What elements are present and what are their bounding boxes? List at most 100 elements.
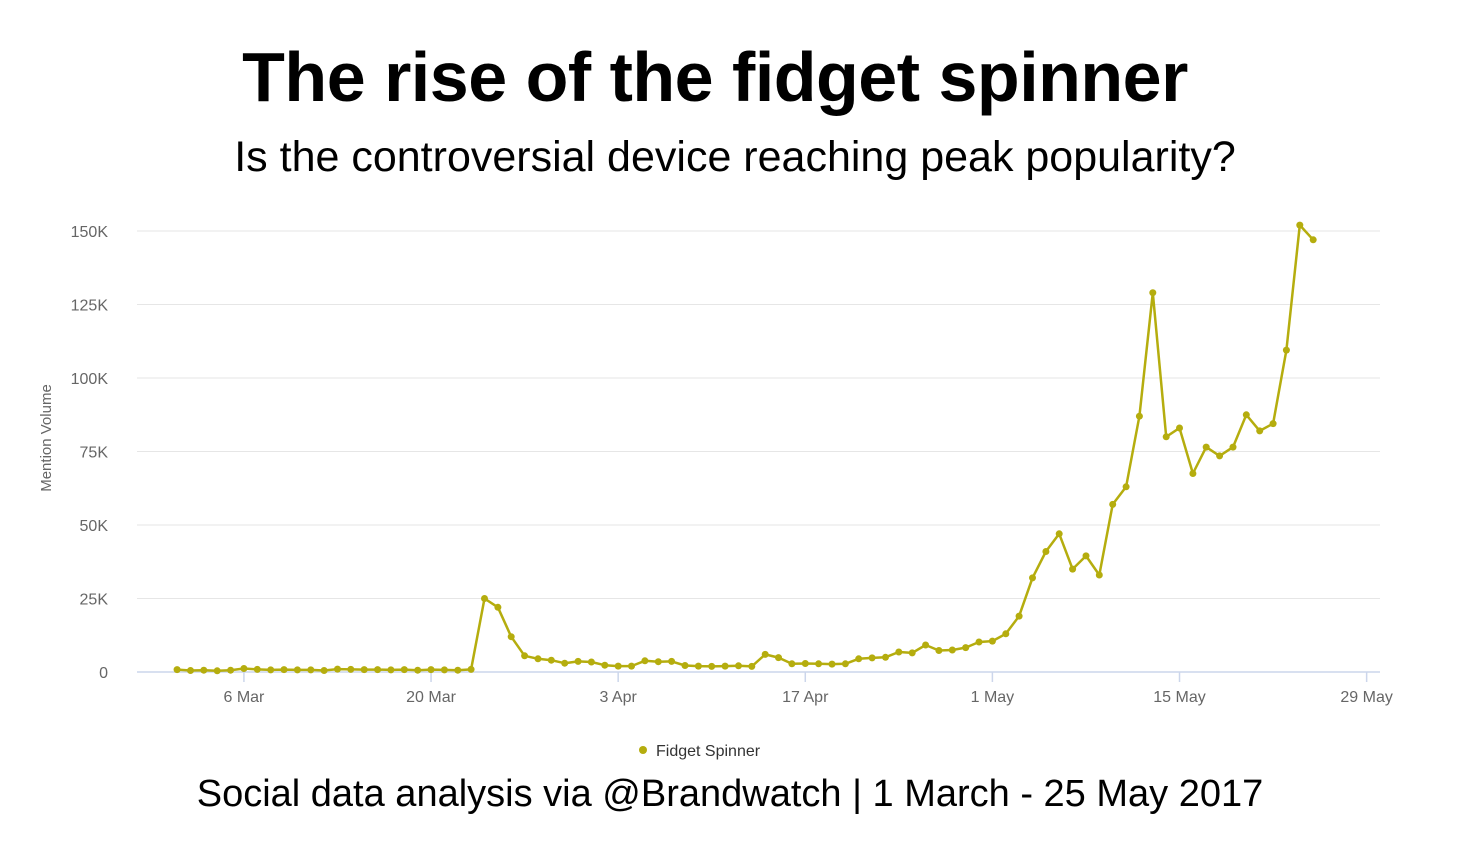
data-point (654, 658, 662, 666)
data-point (200, 666, 208, 674)
data-point (574, 657, 582, 665)
data-point (868, 654, 876, 662)
data-point (841, 660, 849, 668)
legend[interactable]: Fidget Spinner (639, 743, 761, 760)
data-point (948, 646, 956, 654)
x-tick-label: 20 Mar (406, 689, 456, 706)
data-point (721, 662, 729, 670)
data-point (587, 658, 595, 666)
data-point (1202, 443, 1210, 451)
data-point (521, 652, 529, 660)
data-point (360, 666, 368, 674)
data-point (882, 653, 889, 661)
data-point (213, 667, 221, 675)
data-point (481, 595, 488, 602)
data-point (962, 644, 970, 652)
data-point (187, 667, 194, 674)
data-point (1069, 565, 1077, 573)
data-point (641, 657, 649, 665)
data-point (908, 649, 916, 657)
data-point (561, 659, 569, 667)
y-axis-title: Mention Volume (38, 384, 55, 492)
data-point (547, 656, 555, 664)
data-point (775, 654, 782, 662)
data-point (1216, 452, 1224, 460)
data-point (293, 666, 301, 674)
data-point (922, 641, 930, 649)
data-point (1162, 433, 1170, 441)
source-footer: Social data analysis via @Brandwatch | 1… (196, 773, 1264, 815)
data-point (1029, 574, 1036, 582)
data-point (534, 655, 542, 663)
x-tick-label: 3 Apr (599, 689, 637, 706)
data-point (1055, 530, 1063, 538)
data-point (1242, 411, 1250, 419)
data-point (1042, 548, 1050, 555)
data-point (1015, 612, 1023, 620)
legend-marker (639, 746, 647, 754)
data-point (1109, 500, 1117, 508)
data-point (1296, 221, 1304, 229)
data-point (227, 666, 235, 674)
series-line (177, 223, 1315, 673)
data-point (1269, 420, 1277, 428)
y-tick-label: 25K (80, 592, 109, 609)
data-point (507, 633, 515, 641)
legend-label: Fidget Spinner (656, 743, 761, 760)
data-point (895, 648, 903, 656)
data-point (454, 666, 462, 674)
y-tick-label: 125K (71, 298, 109, 315)
data-point (628, 662, 635, 670)
data-point (253, 665, 261, 673)
data-point (694, 662, 702, 670)
y-tick-label: 150K (71, 224, 109, 241)
data-point (494, 603, 502, 611)
data-point (1122, 483, 1130, 491)
data-point (173, 666, 181, 674)
y-tick-label: 100K (71, 371, 109, 388)
x-tick-label: 1 May (971, 689, 1015, 706)
data-point (708, 662, 716, 670)
x-tick-label: 29 May (1340, 689, 1392, 706)
data-point (307, 666, 315, 674)
data-point (1149, 289, 1157, 297)
data-point (320, 667, 328, 674)
data-point (387, 666, 395, 674)
data-point (267, 666, 275, 674)
data-point (681, 662, 689, 669)
y-tick-label: 50K (80, 518, 109, 535)
data-point (988, 637, 996, 645)
chart-title: The rise of the fidget spinner (242, 38, 1188, 116)
data-point (735, 662, 742, 670)
data-point (1082, 552, 1090, 560)
data-point (1229, 443, 1237, 451)
data-point (748, 662, 756, 670)
axes: 0 25K 50K 75K 100K 125K 150K 6 Mar 20 Mar 3 Apr 17… (71, 224, 1393, 706)
data-point (440, 666, 448, 674)
data-point (467, 665, 475, 673)
data-point (240, 665, 248, 672)
series-fidget-spinner (173, 221, 1317, 675)
data-point (1002, 630, 1010, 638)
gridlines (137, 230, 1380, 599)
data-point (1135, 412, 1143, 420)
data-point (1282, 346, 1290, 354)
data-point (801, 660, 809, 667)
data-point (1189, 470, 1197, 477)
data-point (855, 655, 863, 663)
data-point (347, 665, 355, 673)
x-tick-label: 6 Mar (223, 689, 265, 706)
chart-subtitle: Is the controversial device reaching pea… (234, 133, 1236, 181)
data-point (935, 647, 943, 654)
data-point (828, 660, 836, 668)
data-point (280, 666, 288, 674)
data-point (374, 666, 382, 674)
data-point (414, 666, 422, 674)
y-tick-label: 75K (80, 445, 109, 462)
data-point (1256, 427, 1264, 435)
data-point (427, 666, 435, 674)
data-point (668, 657, 676, 665)
data-point (400, 666, 408, 674)
y-tick-label: 0 (99, 665, 108, 682)
